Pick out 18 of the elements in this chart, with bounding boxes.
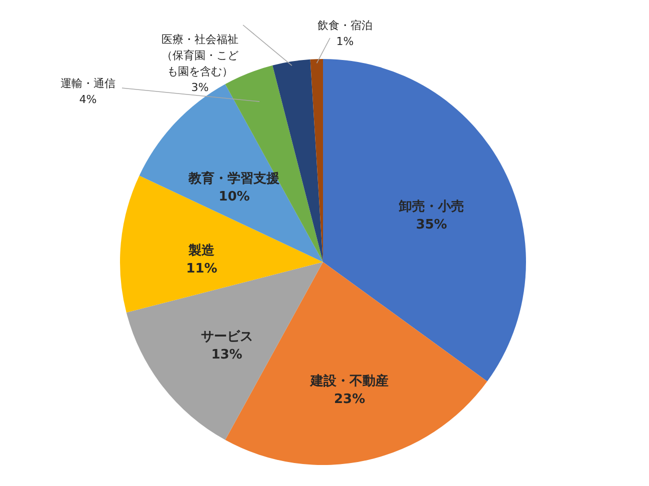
data-label: 4%: [79, 93, 97, 106]
slice-label: 運輸・通信: [60, 77, 116, 90]
data-label: 35%: [416, 218, 448, 233]
pie-slice: [126, 262, 323, 440]
data-label: 13%: [211, 348, 242, 363]
data-label: 10%: [218, 190, 250, 205]
slice-label: 飲食・宿泊: [318, 19, 372, 32]
data-label: 11%: [186, 262, 218, 277]
data-label: 23%: [334, 392, 366, 407]
pie-slice: [139, 84, 323, 262]
slice-label: 製造: [188, 244, 216, 259]
slice-label: 建設・不動産: [310, 372, 389, 389]
slice-label: 教育・学習支援: [188, 170, 280, 187]
data-label: 3%: [191, 81, 209, 94]
slice-label: 医療・社会福祉（保育園・こども園を含む）: [162, 33, 238, 78]
data-label: 1%: [336, 35, 354, 48]
slice-label: サービス: [200, 330, 253, 345]
slice-label: 卸売・小売: [398, 200, 464, 215]
